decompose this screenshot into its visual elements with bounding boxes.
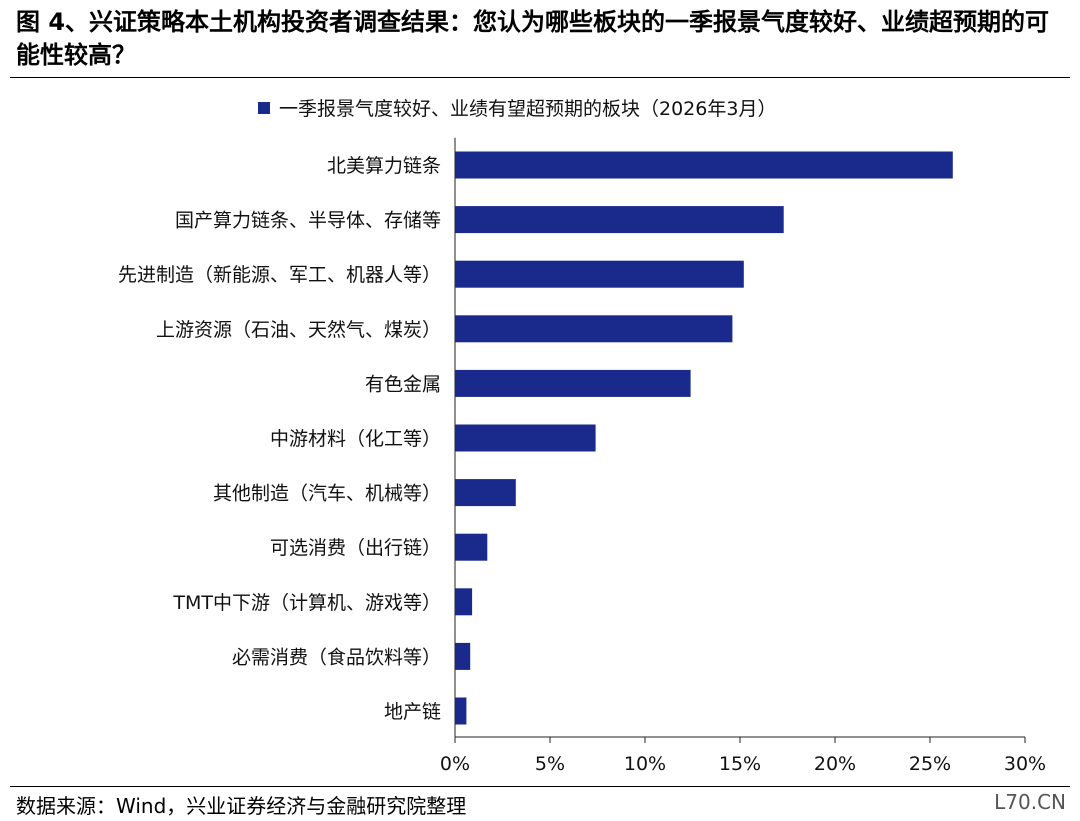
bar (455, 697, 467, 725)
bar (455, 260, 744, 288)
category-label: 上游资源（石油、天然气、煤炭） (156, 319, 441, 341)
bar (455, 642, 471, 670)
category-label: 必需消费（食品饮料等） (232, 646, 441, 668)
category-label: 先进制造（新能源、军工、机器人等） (118, 264, 441, 286)
bar (455, 151, 953, 179)
category-label: 国产算力链条、半导体、存储等 (175, 210, 441, 232)
x-tick-label: 20% (814, 753, 856, 775)
bar (455, 533, 488, 561)
category-label: 北美算力链条 (327, 155, 441, 177)
category-label: 中游材料（化工等） (270, 428, 441, 450)
category-label: 其他制造（汽车、机械等） (213, 483, 441, 505)
bar (455, 479, 516, 507)
x-tick-label: 0% (440, 753, 470, 775)
bar (455, 369, 691, 397)
bar (455, 206, 784, 234)
category-label: 可选消费（出行链） (270, 537, 441, 559)
legend-swatch (258, 102, 270, 114)
x-tick-label: 10% (624, 753, 666, 775)
bar (455, 588, 473, 616)
footer-divider (10, 786, 1070, 787)
x-tick-label: 5% (535, 753, 565, 775)
bar (455, 315, 733, 343)
watermark: L70.CN (994, 790, 1066, 814)
x-tick-label: 25% (909, 753, 951, 775)
bar (455, 424, 596, 452)
x-tick-label: 15% (719, 753, 761, 775)
category-label: 地产链 (384, 701, 441, 723)
x-tick-label: 30% (1004, 753, 1046, 775)
source-note: 数据来源：Wind，兴业证券经济与金融研究院整理 (16, 794, 467, 818)
chart-title: 图 4、兴证策略本土机构投资者调查结果：您认为哪些板块的一季报景气度较好、业绩超… (16, 8, 1050, 69)
legend-label: 一季报景气度较好、业绩有望超预期的板块（2026年3月） (279, 98, 776, 120)
title-divider (10, 77, 1070, 78)
category-label: 有色金属 (365, 373, 441, 395)
category-label: TMT中下游（计算机、游戏等） (172, 592, 441, 614)
bar-chart: 一季报景气度较好、业绩有望超预期的板块（2026年3月） 北美算力链条国产算力链条… (118, 98, 1046, 775)
